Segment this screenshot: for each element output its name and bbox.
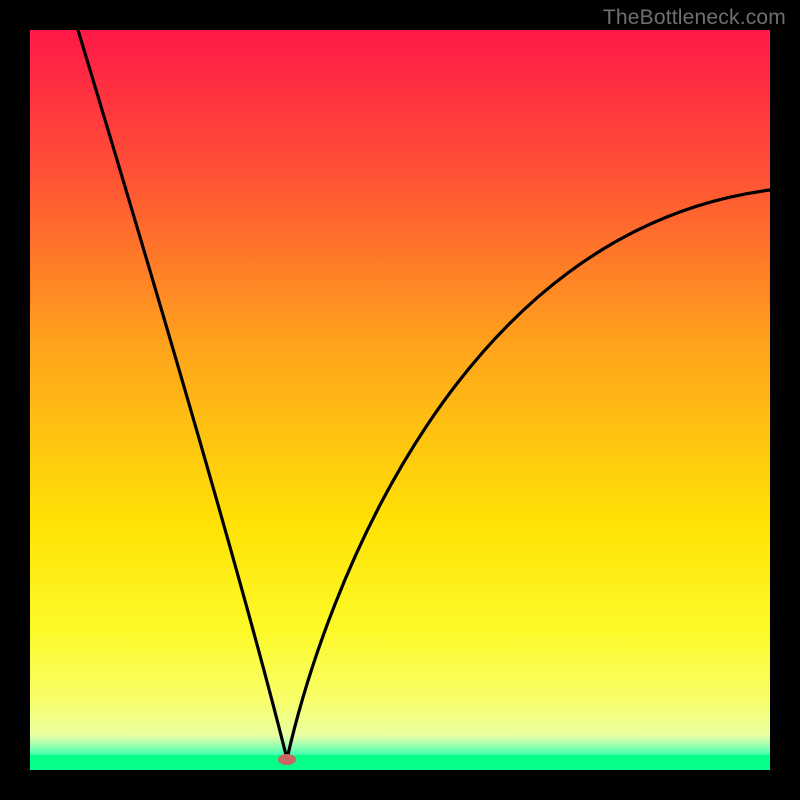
curve-path	[78, 30, 770, 759]
plot-area	[30, 30, 770, 770]
minimum-marker	[278, 754, 296, 765]
watermark-text: TheBottleneck.com	[603, 6, 786, 30]
bottleneck-curve	[30, 30, 770, 770]
chart-container: TheBottleneck.com	[0, 0, 800, 800]
